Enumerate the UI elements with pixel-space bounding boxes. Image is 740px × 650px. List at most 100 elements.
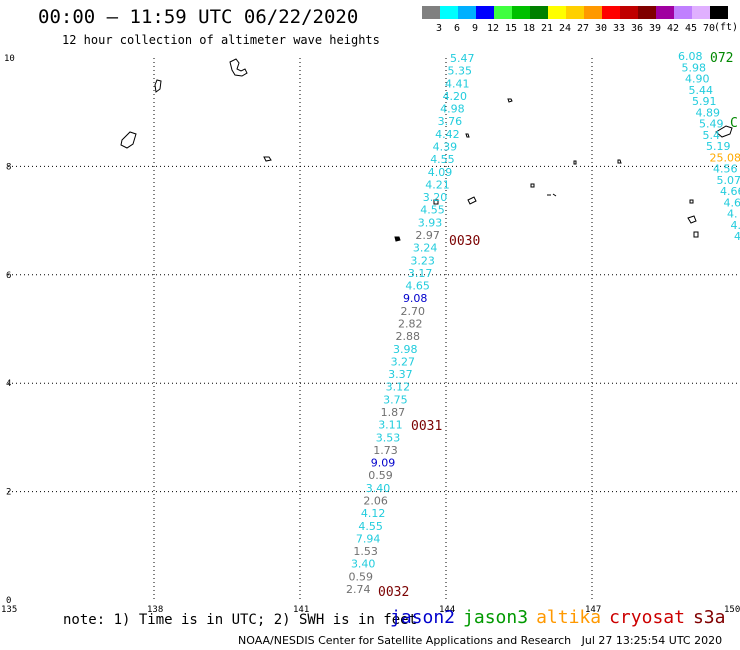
altimeter-track-main: 5.475.354.414.204.983.764.424.394.554.09… [346,52,475,596]
swh-value: 4.65 [405,280,430,293]
swh-value: 0.59 [368,469,393,482]
lat-tick-label: 0 [6,596,11,606]
legend-swatch [584,6,602,19]
swh-value: 4.39 [433,141,458,154]
lon-tick-label: 147 [585,605,601,615]
island-outline [467,196,477,205]
swh-value: 4. [727,208,738,221]
island-outline [229,58,248,77]
lon-tick-label: 135 [1,605,17,615]
lon-tick-label: 141 [293,605,309,615]
lat-tick-label: 10 [4,54,15,64]
swh-value: 3.98 [393,343,418,356]
swh-value: 5.4 [703,129,721,142]
legend-label: 3 [435,23,443,34]
legend-unit: (ft) [714,22,739,33]
island-outline [715,125,733,138]
island-outline [120,131,137,149]
swh-value: 9.08 [403,292,428,305]
legend-label: 33 [612,23,626,34]
swh-value: 2.97 [415,229,440,242]
swh-value: 3.17 [408,267,433,280]
swh-value: 3.11 [378,419,403,432]
swh-value: 4.90 [685,73,710,86]
time-label: 072 [710,51,733,66]
swh-value: 3.93 [418,216,443,229]
legend-label: 21 [540,23,554,34]
swh-value: 4 [734,230,740,243]
island-outline [547,193,557,197]
island-outline [433,199,439,205]
island-outline [617,159,622,164]
legend-swatch [710,6,728,19]
legend-swatch [638,6,656,19]
coastlines [120,58,733,242]
swh-value: 3.40 [351,558,376,571]
swh-value: 2.74 [346,583,371,596]
legend-label: 18 [522,23,536,34]
swh-value: 2.06 [363,495,388,508]
footer-credit: NOAA/NESDIS Center for Satellite Applica… [238,634,723,647]
satellite-label: altika [536,607,602,628]
swh-value: 3.12 [386,381,411,394]
legend-label: 30 [594,23,608,34]
swh-value: 4.41 [445,77,470,90]
satellite-legend: jason2 jason3 altika cryosat s3a [390,607,733,628]
swh-value: 4.66 [720,185,740,198]
swh-value: 6.08 [678,50,703,63]
note-text: note: 1) Time is in UTC; 2) SWH is in fe… [63,612,418,628]
legend-swatch [530,6,548,19]
lat-tick-label: 6 [6,271,11,281]
legend-swatch [674,6,692,19]
swh-value: 4. [731,219,740,232]
legend-swatch [422,6,440,19]
legend-swatch [476,6,494,19]
swh-value: 2.70 [400,305,425,318]
swh-value: 4.21 [425,178,450,191]
legend-label: 42 [666,23,680,34]
satellite-label: jason3 [463,607,529,628]
swh-value: 0.59 [348,570,373,583]
swh-value: 5.19 [706,140,731,153]
legend-label: 39 [648,23,662,34]
legend-label: 27 [576,23,590,34]
satellite-label: cryosat [609,607,685,628]
time-label: 0032 [378,585,409,600]
swh-value: 1.73 [373,444,398,457]
legend-label: 24 [558,23,572,34]
swh-value: 4.89 [696,106,721,119]
swh-value: 5.47 [450,52,475,65]
lon-tick-label: 150 [724,605,740,615]
swh-value: 2.88 [396,330,421,343]
time-label: C [730,116,738,131]
legend-swatch [494,6,512,19]
swh-value: 9.09 [371,457,396,470]
lon-tick-label: 144 [439,605,455,615]
island-outline [689,199,694,204]
lon-tick-label: 138 [147,605,163,615]
swh-value: 2.82 [398,318,423,331]
swh-value: 3.20 [423,191,448,204]
legend-swatch [620,6,638,19]
swh-value: 5.91 [692,95,717,108]
swh-value: 4.55 [420,204,445,217]
swh-value: 7.94 [356,532,381,545]
island-outline [687,215,697,224]
axis-ticks: 135 138 141 144 147 150 0 2 4 6 8 10 [1,54,740,615]
satellite-label: s3a [692,607,726,628]
island-outline [507,98,513,103]
swh-value: 3.76 [438,115,463,128]
swh-value: 5.07 [717,174,740,187]
island-outline [693,231,699,238]
legend-label: 36 [630,23,644,34]
swh-value: 1.53 [353,545,378,558]
legend-swatch [566,6,584,19]
swh-value: 4.56 [713,163,738,176]
swh-value: 5.35 [448,65,473,78]
legend-label: 6 [453,23,461,34]
lat-lon-grid [8,58,738,600]
swh-value: 3.37 [388,368,413,381]
legend-swatch [512,6,530,19]
swh-value: 3.24 [413,242,438,255]
